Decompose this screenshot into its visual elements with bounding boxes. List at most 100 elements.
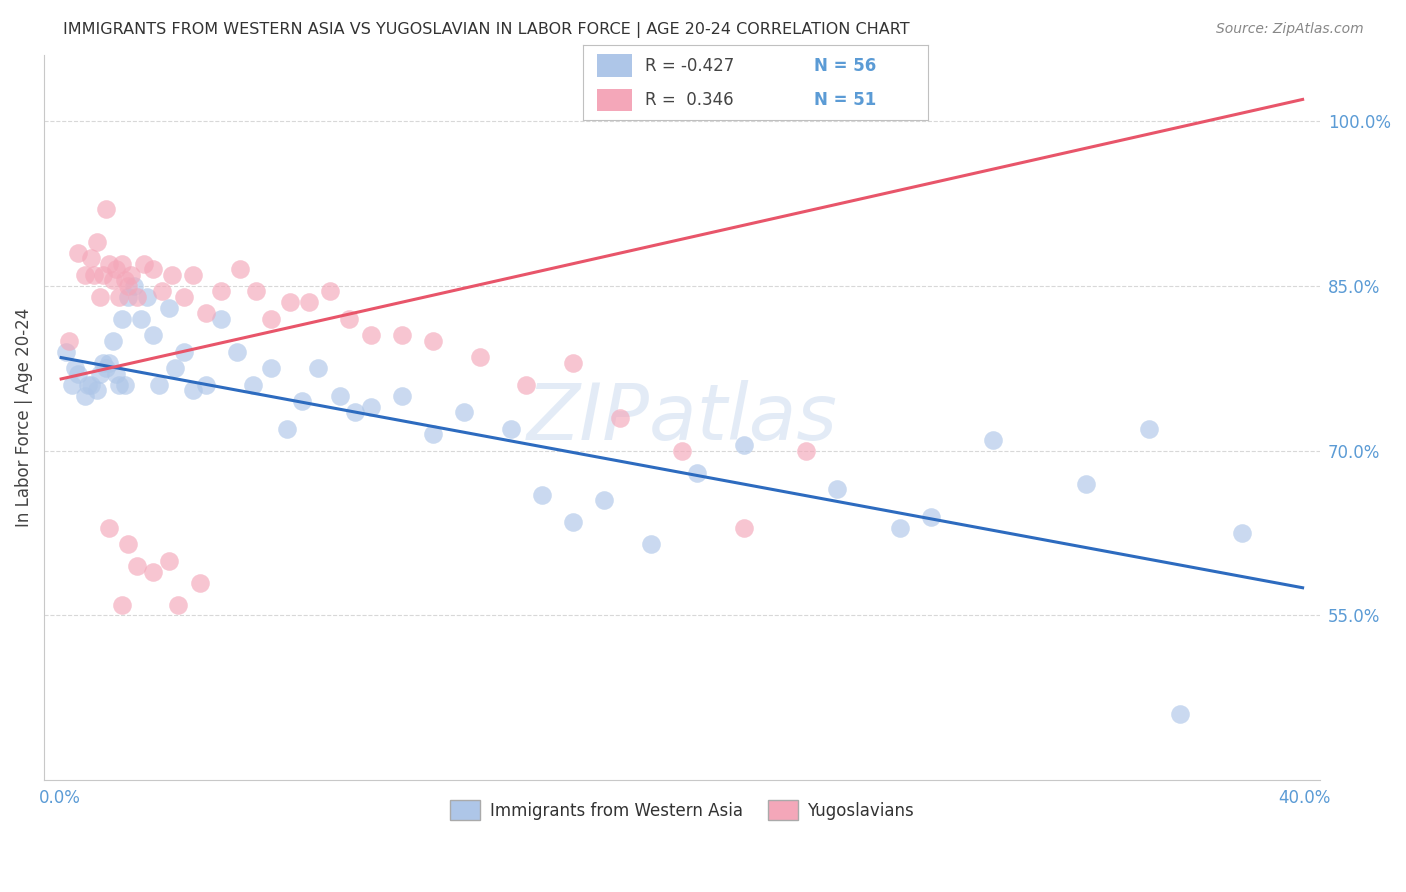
Point [117,537,139,551]
Point [76,377,98,392]
Point [226,344,249,359]
Point [360,328,382,343]
Point [188,575,211,590]
Text: N = 56: N = 56 [814,57,876,75]
Point [163,361,186,376]
Point [260,311,283,326]
Point [96,361,118,376]
Point [73,268,96,282]
Point [209,311,232,326]
Point [124,278,146,293]
Point [129,311,152,326]
Point [260,361,283,376]
Point [593,493,616,508]
Point [422,334,444,348]
Point [107,377,129,392]
Point [104,367,127,381]
Point [183,268,205,282]
Point [562,515,585,529]
Point [83,268,105,282]
Point [468,351,491,365]
Point [67,367,90,381]
Point [360,400,382,414]
Point [65,361,87,376]
Point [117,278,139,293]
Point [499,422,522,436]
Point [173,344,195,359]
Point [80,252,103,266]
Bar [598,54,631,78]
Point [114,273,136,287]
Point [245,285,267,299]
Point [55,344,77,359]
Point [157,553,180,567]
Point [422,427,444,442]
Legend: Immigrants from Western Asia, Yugoslavians: Immigrants from Western Asia, Yugoslavia… [443,794,921,826]
Point [827,482,849,496]
Point [98,356,121,370]
Point [278,295,301,310]
Point [671,443,693,458]
Point [686,466,709,480]
Point [194,306,217,320]
Text: ZIPatlas: ZIPatlas [526,380,838,456]
Point [229,262,252,277]
Point [67,246,90,260]
Point [104,262,127,277]
Point [1230,526,1253,541]
Point [530,488,553,502]
Point [111,598,134,612]
Point [80,377,103,392]
Point [453,405,475,419]
Point [329,389,352,403]
Point [142,328,165,343]
Point [307,361,329,376]
Point [58,334,80,348]
Point [91,356,114,370]
Point [1137,422,1160,436]
Text: R =  0.346: R = 0.346 [645,91,734,109]
Point [889,520,911,534]
Point [920,509,942,524]
Y-axis label: In Labor Force | Age 20-24: In Labor Force | Age 20-24 [15,308,32,527]
Point [242,377,264,392]
Point [135,290,157,304]
Point [98,520,121,534]
Point [101,334,124,348]
Point [609,410,631,425]
Point [127,559,149,574]
Point [733,438,755,452]
Point [209,285,232,299]
Point [114,377,136,392]
Point [132,257,155,271]
Point [148,377,170,392]
Point [640,537,662,551]
Point [101,273,124,287]
Text: IMMIGRANTS FROM WESTERN ASIA VS YUGOSLAVIAN IN LABOR FORCE | AGE 20-24 CORRELATI: IMMIGRANTS FROM WESTERN ASIA VS YUGOSLAV… [63,22,910,38]
Point [89,290,111,304]
Point [319,285,342,299]
Point [107,290,129,304]
Point [167,598,190,612]
Point [276,422,298,436]
Point [86,384,108,398]
Point [73,389,96,403]
Point [173,290,195,304]
Point [391,389,413,403]
Point [344,405,367,419]
Text: N = 51: N = 51 [814,91,876,109]
Point [794,443,817,458]
Point [1168,707,1191,722]
Point [515,377,537,392]
Point [117,290,139,304]
Point [86,235,108,249]
Point [183,384,205,398]
Point [91,268,114,282]
Text: R = -0.427: R = -0.427 [645,57,735,75]
Point [111,257,134,271]
Point [194,377,217,392]
Point [60,377,83,392]
Point [89,367,111,381]
Point [391,328,413,343]
Point [733,520,755,534]
